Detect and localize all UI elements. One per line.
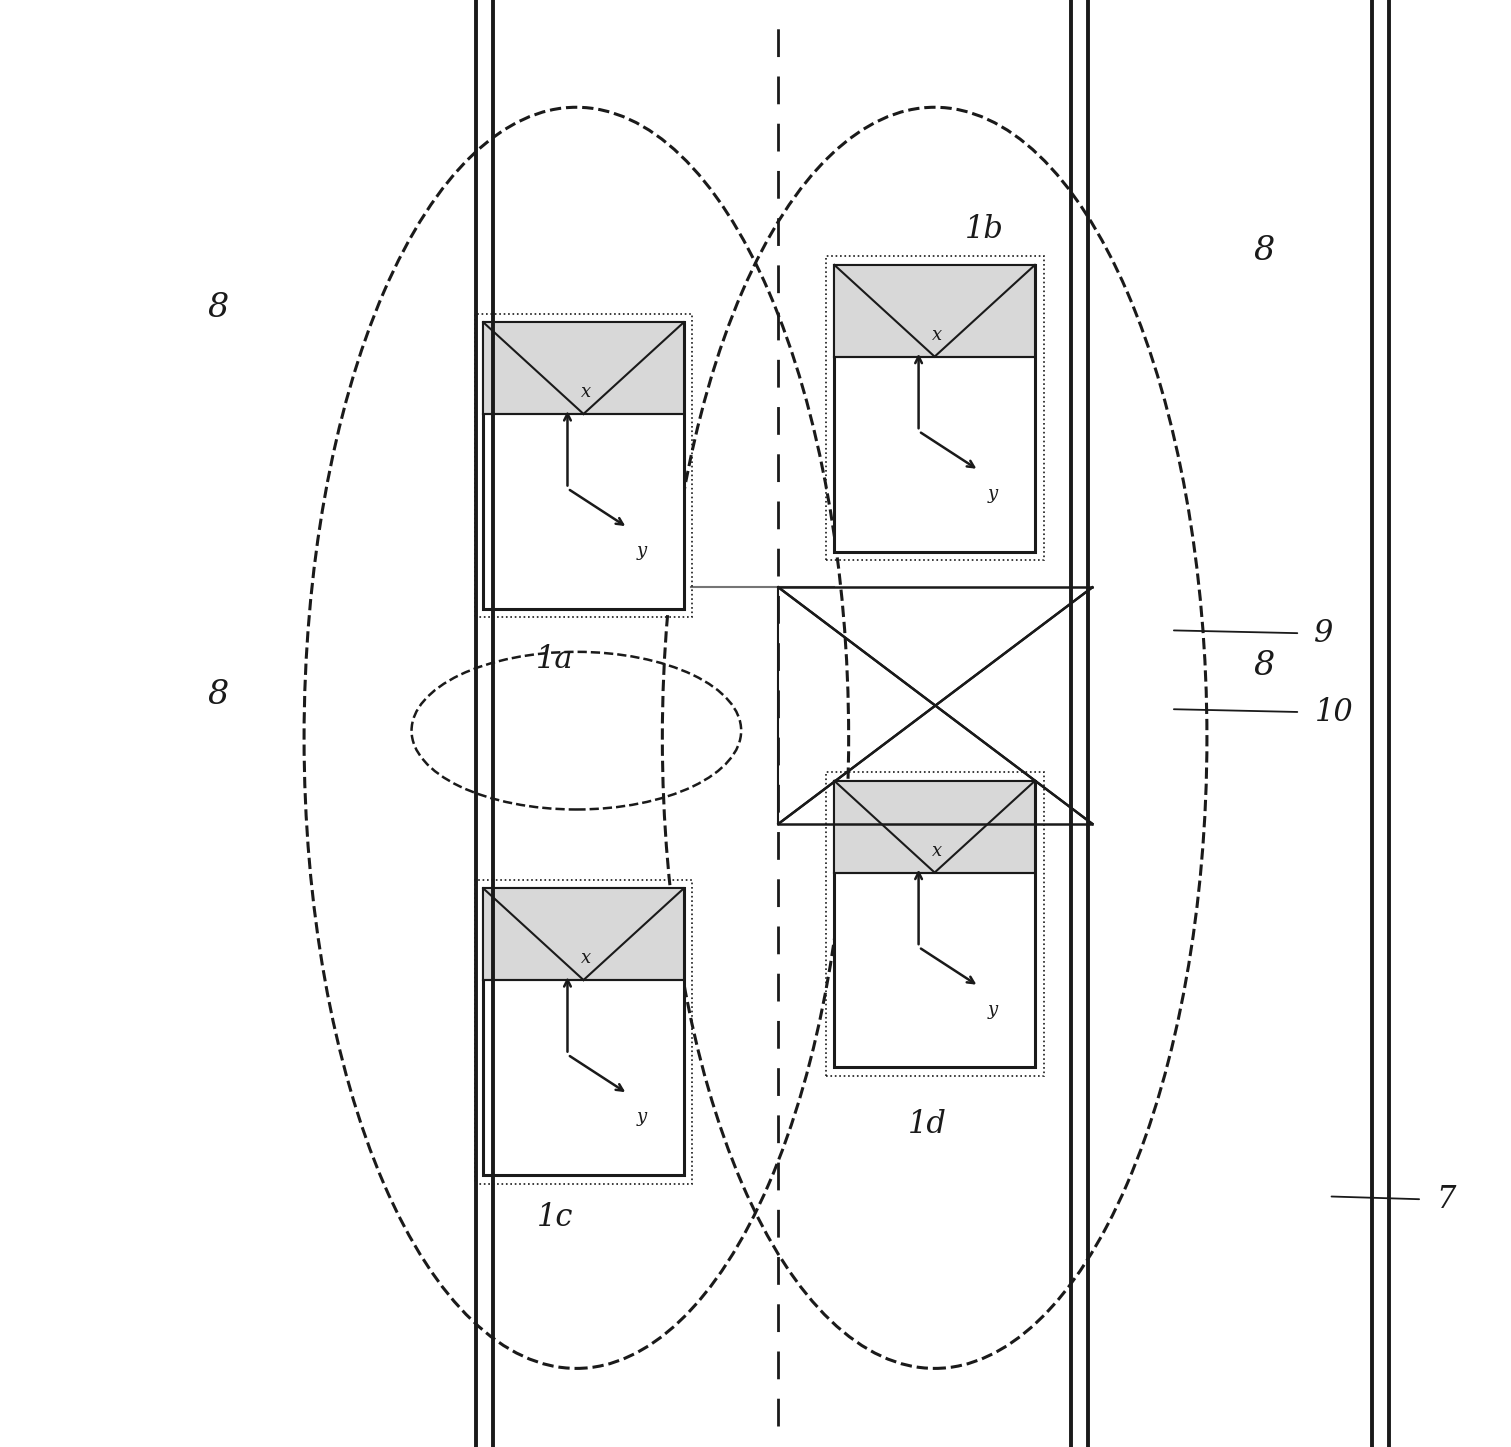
- Text: 8: 8: [1254, 650, 1275, 682]
- Text: x: x: [932, 842, 943, 860]
- Text: y: y: [638, 543, 647, 560]
- Bar: [474, 314, 692, 618]
- Text: x: x: [582, 383, 591, 401]
- Bar: [484, 323, 684, 414]
- Text: 7: 7: [1437, 1184, 1455, 1215]
- Text: 1c: 1c: [536, 1202, 573, 1233]
- Text: 1a: 1a: [536, 644, 574, 674]
- Text: 8: 8: [207, 679, 228, 710]
- Bar: [834, 265, 1035, 551]
- Text: x: x: [582, 949, 591, 967]
- Bar: [825, 256, 1044, 560]
- Bar: [474, 880, 692, 1184]
- Bar: [484, 323, 684, 609]
- Bar: [834, 265, 1035, 356]
- Text: y: y: [988, 485, 999, 502]
- Bar: [484, 888, 684, 980]
- Text: y: y: [638, 1108, 647, 1126]
- Text: x: x: [932, 326, 943, 344]
- Text: 1d: 1d: [908, 1110, 947, 1140]
- Text: 8: 8: [1254, 234, 1275, 266]
- Bar: [834, 781, 1035, 1068]
- Text: y: y: [988, 1000, 999, 1019]
- Text: 10: 10: [1315, 696, 1354, 728]
- Bar: [825, 773, 1044, 1077]
- Bar: [834, 781, 1035, 873]
- Bar: [484, 888, 684, 1175]
- Text: 9: 9: [1315, 618, 1334, 648]
- Text: 1b: 1b: [966, 214, 1005, 245]
- Text: 8: 8: [207, 292, 228, 324]
